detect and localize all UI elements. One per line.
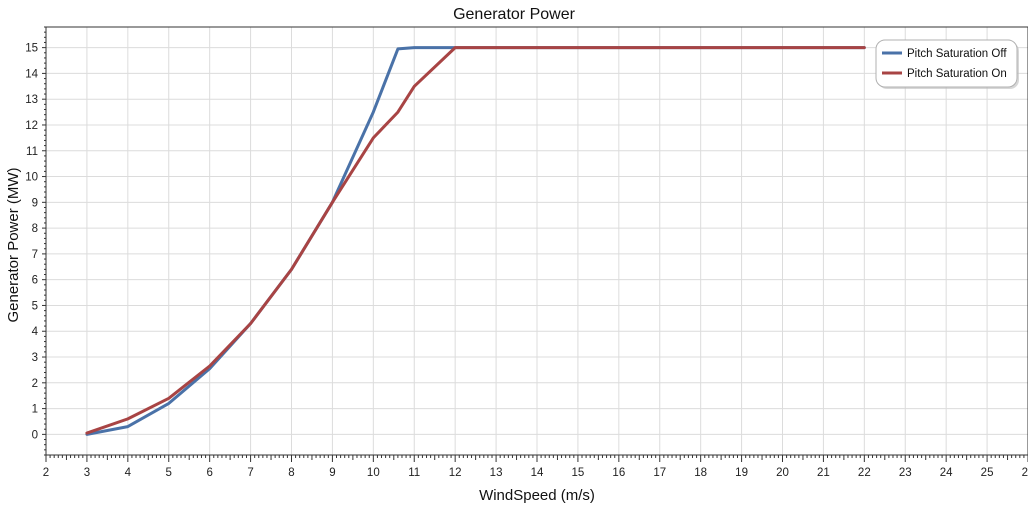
x-tick-label: 14 bbox=[531, 467, 544, 479]
legend-box bbox=[875, 39, 1018, 88]
y-tick-label: 5 bbox=[32, 300, 38, 312]
y-tick-label: 7 bbox=[32, 249, 38, 261]
chart-title: Generator Power bbox=[453, 6, 576, 23]
x-tick-label: 15 bbox=[572, 467, 585, 479]
x-axis-title: WindSpeed (m/s) bbox=[479, 487, 595, 504]
y-tick-label: 2 bbox=[32, 378, 38, 390]
y-axis-title: Generator Power (MW) bbox=[5, 167, 22, 322]
x-tick-label: 7 bbox=[247, 467, 253, 479]
x-tick-label: 23 bbox=[899, 467, 912, 479]
x-tick-label: 13 bbox=[490, 467, 503, 479]
x-tick-label: 9 bbox=[329, 467, 335, 479]
series-line-1 bbox=[85, 46, 866, 436]
y-tick-label: 9 bbox=[32, 197, 38, 209]
y-tick-label: 13 bbox=[25, 94, 38, 106]
x-tick-label: 21 bbox=[817, 467, 830, 479]
legend-label: Pitch Saturation On bbox=[907, 68, 1007, 80]
y-tick-label: 8 bbox=[32, 223, 38, 235]
y-tick-label: 0 bbox=[32, 429, 38, 441]
y-tick-label: 15 bbox=[25, 43, 38, 55]
x-tick-label: 25 bbox=[981, 467, 994, 479]
x-tick-label: 20 bbox=[776, 467, 789, 479]
y-tick-label: 11 bbox=[26, 146, 38, 158]
y-tick-label: 3 bbox=[32, 352, 38, 364]
y-tick-label: 1 bbox=[32, 404, 38, 416]
series-line-2 bbox=[85, 46, 866, 435]
legend-label: Pitch Saturation Off bbox=[907, 48, 1007, 60]
y-tick-label: 12 bbox=[25, 120, 38, 132]
series-layer bbox=[85, 46, 866, 436]
x-tick-label: 11 bbox=[408, 467, 420, 479]
x-tick-label: 19 bbox=[735, 467, 748, 479]
x-tick-label: 3 bbox=[84, 467, 90, 479]
grid-layer bbox=[46, 27, 1028, 455]
x-tick-label: 26 bbox=[1022, 467, 1028, 479]
x-tick-label: 24 bbox=[940, 467, 953, 479]
legend: Pitch Saturation Off Pitch Saturation On bbox=[875, 39, 1019, 89]
x-tick-label: 16 bbox=[612, 467, 625, 479]
y-tick-label: 10 bbox=[25, 172, 38, 184]
x-tick-label: 18 bbox=[694, 467, 707, 479]
y-tick-label: 14 bbox=[25, 68, 38, 80]
x-tick-label: 8 bbox=[288, 467, 294, 479]
x-tick-label: 6 bbox=[206, 467, 212, 479]
x-tick-label: 5 bbox=[166, 467, 172, 479]
y-tick-label: 4 bbox=[32, 326, 39, 338]
x-tick-label: 4 bbox=[125, 467, 132, 479]
y-tick-label: 6 bbox=[32, 275, 38, 287]
x-tick-label: 10 bbox=[367, 467, 380, 479]
x-tick-label: 2 bbox=[43, 467, 49, 479]
x-tick-label: 22 bbox=[858, 467, 871, 479]
x-tick-label: 12 bbox=[449, 467, 462, 479]
x-tick-label: 17 bbox=[653, 467, 666, 479]
